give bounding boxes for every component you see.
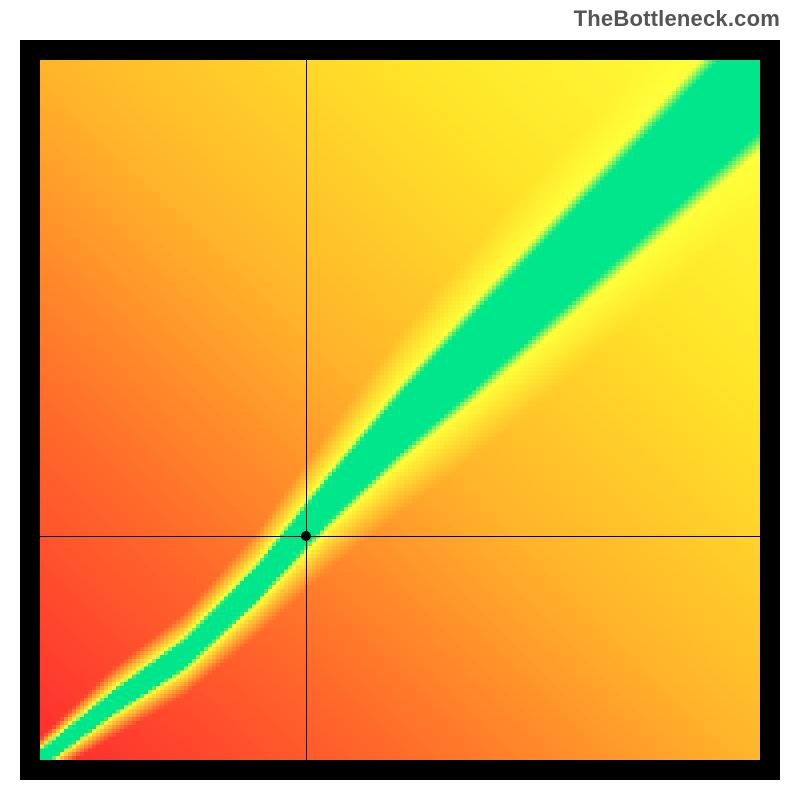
plot-frame: [20, 40, 780, 780]
crosshair-vertical: [306, 60, 307, 760]
watermark-text: TheBottleneck.com: [574, 6, 780, 32]
page-container: TheBottleneck.com: [0, 0, 800, 800]
crosshair-horizontal: [40, 536, 760, 537]
heatmap-canvas: [40, 60, 760, 760]
plot-area: [40, 60, 760, 760]
